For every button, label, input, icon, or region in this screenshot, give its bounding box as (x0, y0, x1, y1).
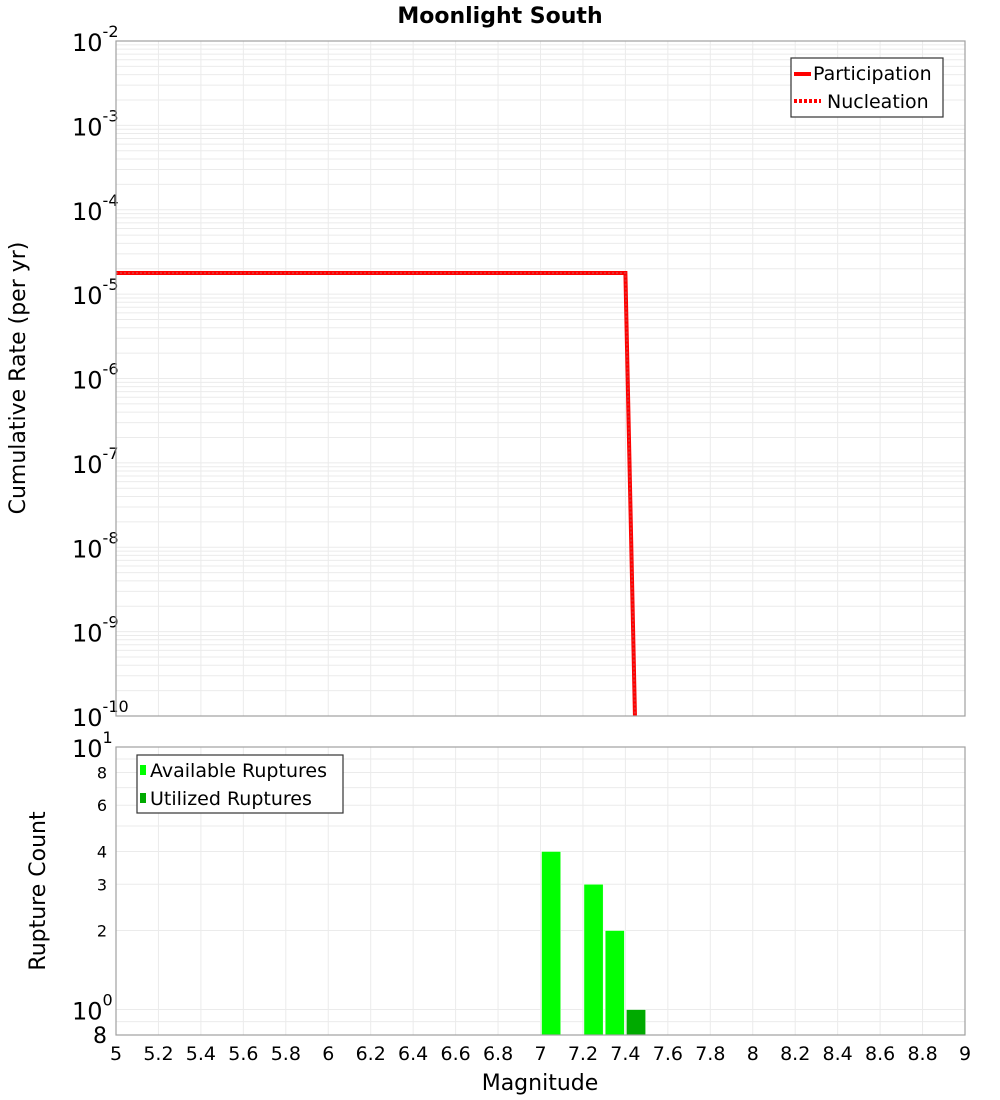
y-tick-label: 8 (97, 763, 107, 782)
x-tick-label: 5.8 (271, 1043, 301, 1065)
x-ticks: 5 5.2 5.4 5.6 5.8 6 6.2 6.4 6.6 6.8 7 7.2 7.4 7.6 7.8 8… (110, 1043, 971, 1065)
legend-nucleation: Nucleation (827, 91, 929, 113)
utilized-legend-swatch-icon (140, 793, 146, 803)
y-tick-label: 4 (97, 842, 107, 861)
y-tick-label: 10-6 (72, 360, 119, 395)
rupture-count-plot: 101100864328 55.25.45.65.866.26.46.66.87… (26, 728, 971, 1096)
legend-available-ruptures: Available Ruptures (150, 760, 327, 782)
y-tick-label: 3 (97, 875, 107, 894)
y-tick-label: 10-7 (72, 444, 119, 479)
y-tick-label: 10-8 (72, 528, 119, 563)
y-tick-label: 10-3 (72, 106, 119, 141)
y-tick-label: 10-5 (72, 275, 119, 310)
x-tick-label: 5.4 (186, 1043, 216, 1065)
y-tick-label: 10-10 (72, 697, 129, 732)
x-tick-label: 9 (959, 1043, 971, 1065)
x-tick-label: 7.6 (653, 1043, 683, 1065)
x-tick-label: 7.4 (610, 1043, 640, 1065)
x-tick-label: 8.6 (865, 1043, 895, 1065)
available-legend-swatch-icon (140, 765, 146, 775)
y-tick-label: 10-4 (72, 191, 119, 226)
x-tick-label: 8.2 (780, 1043, 810, 1065)
x-tick-label: 5 (110, 1043, 122, 1065)
x-tick-label: 5.2 (143, 1043, 173, 1065)
y-tick-label: 10-2 (72, 22, 119, 57)
y-tick-label: 10-9 (72, 613, 119, 648)
x-tick-label: 6 (322, 1043, 334, 1065)
bottom-y-ticks: 101100864328 (72, 728, 113, 1049)
chart-figure: Moonlight South 10-2 10-3 10-4 10-5 10-6 10-7… (0, 0, 1000, 1100)
bottom-legend: Available Ruptures Utilized Ruptures (137, 755, 343, 813)
legend-utilized-ruptures: Utilized Ruptures (150, 788, 312, 810)
x-tick-label: 6.2 (356, 1043, 386, 1065)
bar (605, 931, 624, 1035)
x-tick-label: 5.6 (228, 1043, 258, 1065)
x-axis-label: Magnitude (482, 1071, 599, 1096)
y-tick-label: 100 (72, 991, 113, 1026)
y-tick-label: 8 (93, 1024, 107, 1049)
top-y-axis-label: Cumulative Rate (per yr) (6, 242, 31, 515)
bar (542, 851, 561, 1035)
y-tick-label: 2 (97, 922, 107, 941)
x-tick-label: 8.4 (823, 1043, 853, 1065)
x-tick-label: 8.8 (907, 1043, 937, 1065)
top-legend: Participation Nucleation (791, 58, 943, 117)
x-tick-label: 6.8 (483, 1043, 513, 1065)
chart-title: Moonlight South (397, 4, 602, 29)
top-grid (116, 41, 965, 716)
y-tick-label: 101 (72, 728, 113, 763)
x-tick-label: 6.4 (398, 1043, 428, 1065)
x-tick-label: 7.8 (695, 1043, 725, 1065)
x-tick-label: 7.2 (568, 1043, 598, 1065)
x-tick-label: 7 (534, 1043, 546, 1065)
bar (584, 884, 603, 1035)
x-tick-label: 6.6 (440, 1043, 470, 1065)
bottom-y-axis-label: Rupture Count (26, 811, 51, 971)
bar (626, 1010, 645, 1035)
y-tick-label: 6 (97, 796, 107, 815)
x-tick-label: 8 (747, 1043, 759, 1065)
legend-participation: Participation (813, 63, 932, 85)
cumulative-rate-plot: 10-2 10-3 10-4 10-5 10-6 10-7 10-8 10-9 10-10 Cu… (6, 22, 965, 732)
